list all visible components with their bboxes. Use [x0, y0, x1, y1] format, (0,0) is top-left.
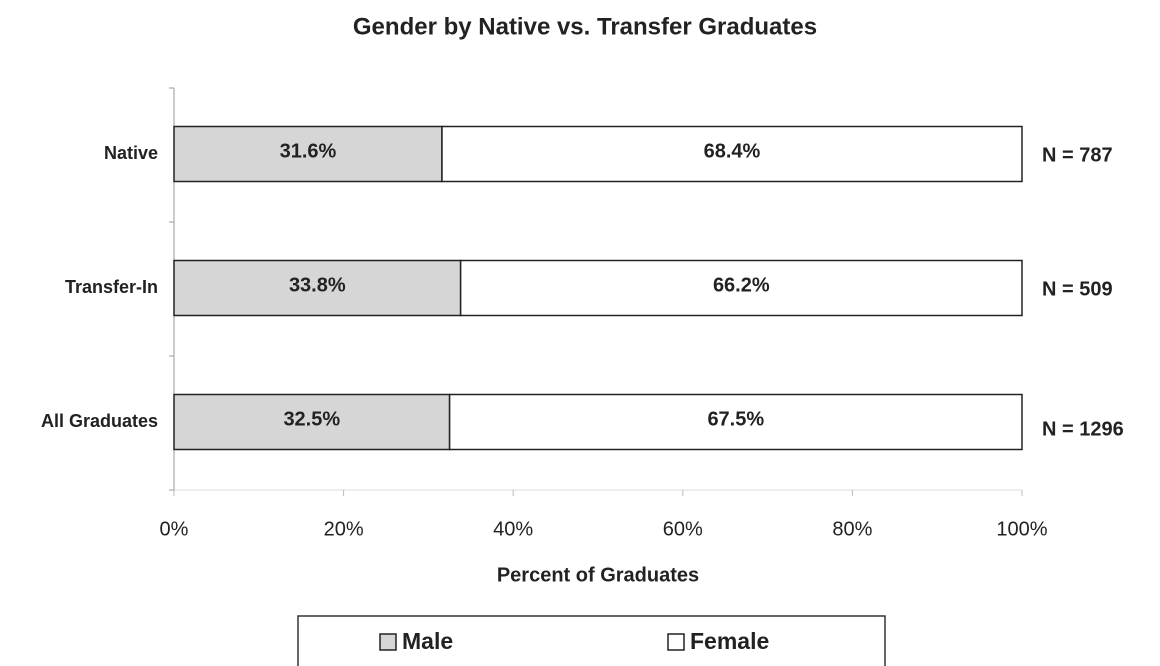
y-tick-label: All Graduates [41, 411, 158, 431]
x-tick-label: 100% [996, 518, 1047, 540]
x-tick-label: 20% [324, 518, 364, 540]
data-label: 33.8% [289, 274, 346, 296]
data-label: 67.5% [707, 408, 764, 430]
y-tick-label: Transfer-In [65, 277, 158, 297]
annotation: N = 787 [1042, 144, 1113, 166]
x-tick-label: 0% [160, 518, 189, 540]
data-label: 68.4% [704, 140, 761, 162]
x-tick-label: 40% [493, 518, 533, 540]
bar-segment [173, 393, 451, 451]
bar-segment [459, 259, 1023, 317]
legend-label: Female [690, 628, 769, 654]
legend-label: Male [402, 628, 453, 654]
chart-title: Gender by Native vs. Transfer Graduates [353, 13, 817, 40]
bar-segment [173, 259, 462, 317]
legend-swatch [379, 633, 397, 651]
annotation: N = 509 [1042, 278, 1113, 300]
data-label: 31.6% [280, 140, 337, 162]
x-axis-label: Percent of Graduates [497, 564, 699, 586]
bar-segment [173, 125, 443, 183]
x-tick-label: 60% [663, 518, 703, 540]
y-tick-label: Native [104, 143, 158, 163]
legend-swatch [667, 633, 685, 651]
data-label: 66.2% [713, 274, 770, 296]
data-label: 32.5% [283, 408, 340, 430]
bar-segment [448, 393, 1023, 451]
bar-segment [441, 125, 1023, 183]
x-tick-label: 80% [832, 518, 872, 540]
annotation: N = 1296 [1042, 418, 1124, 440]
